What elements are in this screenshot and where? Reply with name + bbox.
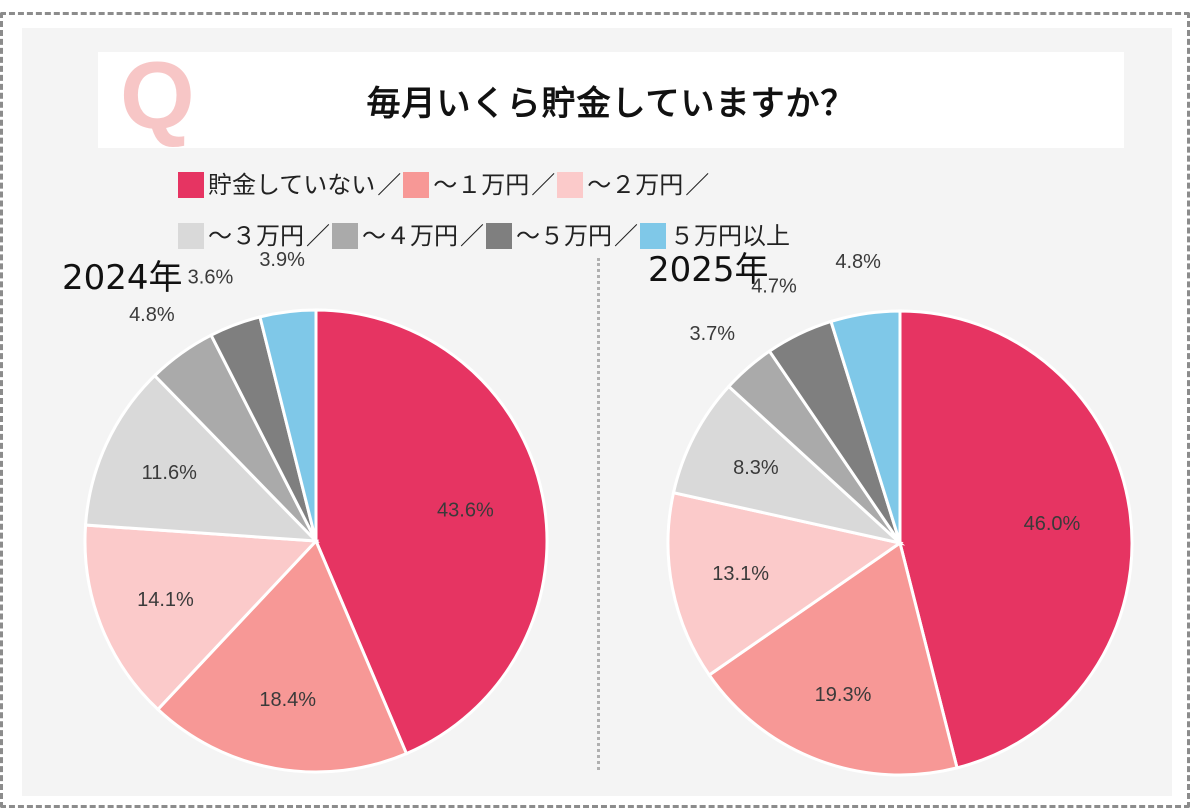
legend-swatch	[640, 223, 666, 249]
pie-slice-2025-0	[898, 309, 1134, 770]
outer-frame	[0, 12, 1190, 808]
data-label-2025-0: 46.0%	[1024, 513, 1081, 535]
legend: 貯金していない／～１万円／～２万円／ ～３万円／～４万円／～５万円／ ５万円以上	[178, 162, 998, 264]
pie-slice-2025-6	[829, 309, 902, 544]
chart-divider	[597, 258, 600, 770]
legend-separator: ／	[685, 171, 710, 199]
chart-title-2024: 2024年	[62, 258, 183, 298]
pie-chart-2024: 43.6% 18.4% 14.1% 11.6% 4.8% 3.6% 3.9%	[83, 249, 549, 774]
data-label-2025-6: 4.8%	[835, 251, 881, 273]
title-bar	[98, 52, 1124, 148]
legend-swatch	[178, 172, 204, 198]
pie-slice-2024-2	[83, 523, 320, 712]
legend-label: ～３万円	[208, 222, 304, 250]
legend-swatch	[403, 172, 430, 198]
pie-slice-2024-1	[155, 538, 409, 774]
legend-separator: ／	[531, 171, 556, 199]
pie-slice-2024-6	[258, 308, 318, 542]
legend-item-10k: ～１万円／	[403, 162, 557, 208]
legend-separator: ／	[306, 222, 330, 250]
data-label-2024-1: 18.4%	[259, 689, 316, 711]
data-label-2025-2: 13.1%	[712, 563, 769, 585]
legend-swatch	[178, 223, 204, 249]
chart-title-2025: 2025年	[648, 250, 769, 290]
data-label-2025-3: 8.3%	[733, 457, 779, 479]
legend-swatch	[332, 223, 358, 249]
legend-item-none: 貯金していない／	[178, 162, 403, 208]
legend-label: ～４万円	[362, 222, 458, 250]
data-label-2024-0: 43.6%	[437, 500, 494, 522]
pie-slice-2025-1	[707, 540, 959, 777]
legend-separator: ／	[614, 222, 638, 250]
data-label-2025-4: 3.7%	[689, 323, 735, 345]
pie-slice-2024-0	[314, 308, 549, 756]
legend-label: ～１万円	[433, 171, 530, 199]
pie-slice-2024-3	[83, 373, 320, 543]
data-label-2025-5: 4.7%	[751, 275, 797, 297]
data-label-2024-2: 14.1%	[137, 589, 194, 611]
legend-item-30k: ～３万円／	[178, 213, 332, 259]
data-label-2024-3: 11.6%	[142, 462, 197, 484]
question-mark-logo: Q	[120, 42, 195, 149]
legend-label: ５万円以上	[670, 222, 790, 250]
data-label-2024-4: 4.8%	[129, 304, 175, 326]
legend-item-40k: ～４万円／	[332, 213, 486, 259]
pie-slice-2025-2	[666, 490, 904, 678]
legend-label: ～２万円	[587, 171, 684, 199]
data-label-2024-6: 3.9%	[259, 249, 305, 271]
legend-separator: ／	[377, 171, 402, 199]
legend-swatch	[557, 172, 584, 198]
legend-item-over-50k: ５万円以上	[640, 213, 790, 259]
legend-separator: ／	[460, 222, 484, 250]
legend-label: 貯金していない	[208, 171, 376, 199]
legend-item-20k: ～２万円／	[557, 162, 711, 208]
legend-label: ～５万円	[516, 222, 612, 250]
data-label-2025-1: 19.3%	[815, 684, 872, 706]
page-title: 毎月いくら貯金していますか？	[366, 83, 856, 124]
data-label-2024-5: 3.6%	[188, 267, 234, 289]
legend-swatch	[486, 223, 512, 249]
legend-item-50k: ～５万円／	[486, 213, 640, 259]
pie-slice-2025-3	[671, 384, 906, 546]
